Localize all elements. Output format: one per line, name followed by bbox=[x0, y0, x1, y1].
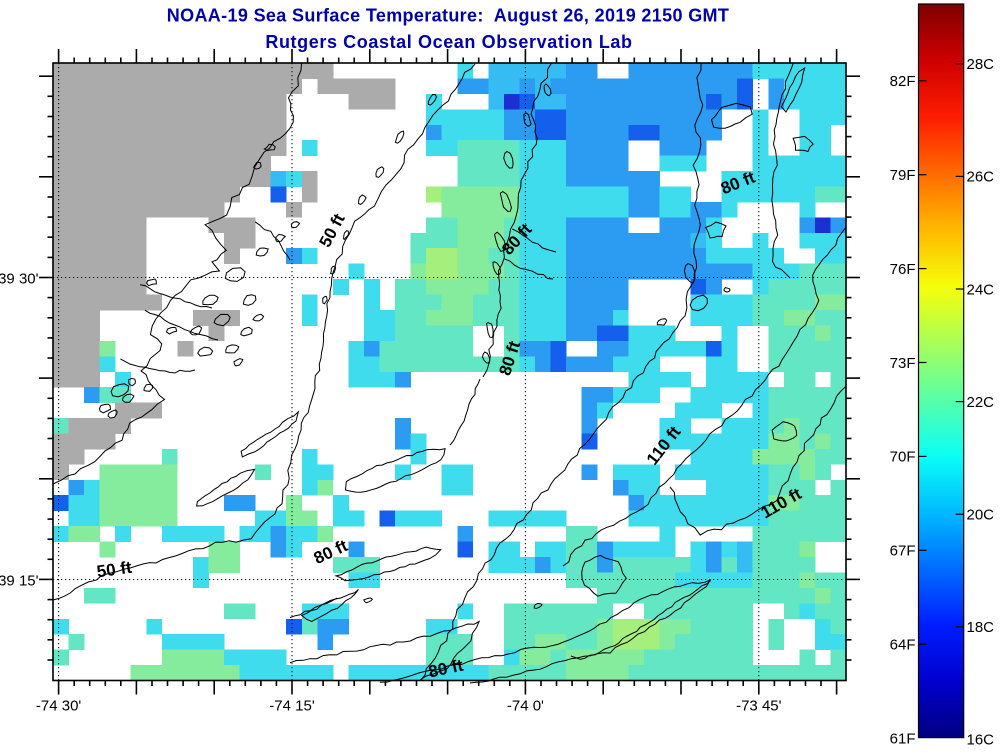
svg-text:61F: 61F bbox=[890, 730, 916, 747]
svg-text:NOAA-19 Sea Surface Temperatur: NOAA-19 Sea Surface Temperature: August … bbox=[167, 6, 730, 26]
svg-text:73F: 73F bbox=[890, 355, 916, 372]
svg-text:79F: 79F bbox=[890, 167, 916, 184]
svg-text:70F: 70F bbox=[890, 449, 916, 466]
svg-text:64F: 64F bbox=[890, 637, 916, 654]
svg-text:-74 0': -74 0' bbox=[507, 698, 544, 715]
svg-text:39 30': 39 30' bbox=[0, 271, 39, 288]
svg-text:20C: 20C bbox=[967, 507, 995, 524]
svg-text:82F: 82F bbox=[890, 73, 916, 90]
svg-text:-74 30': -74 30' bbox=[36, 698, 82, 715]
svg-text:26C: 26C bbox=[967, 169, 995, 186]
svg-text:-74 15': -74 15' bbox=[269, 698, 315, 715]
svg-text:16C: 16C bbox=[967, 732, 995, 749]
svg-text:-73 45': -73 45' bbox=[736, 698, 782, 715]
svg-text:76F: 76F bbox=[890, 261, 916, 278]
svg-text:28C: 28C bbox=[967, 56, 995, 73]
svg-text:39 15': 39 15' bbox=[0, 573, 39, 590]
svg-text:22C: 22C bbox=[967, 394, 995, 411]
svg-text:67F: 67F bbox=[890, 543, 916, 560]
svg-text:24C: 24C bbox=[967, 281, 995, 298]
svg-text:18C: 18C bbox=[967, 619, 995, 636]
svg-text:50 ft: 50 ft bbox=[96, 558, 134, 582]
svg-text:Rutgers Coastal Ocean Observat: Rutgers Coastal Ocean Observation Lab bbox=[265, 32, 632, 52]
